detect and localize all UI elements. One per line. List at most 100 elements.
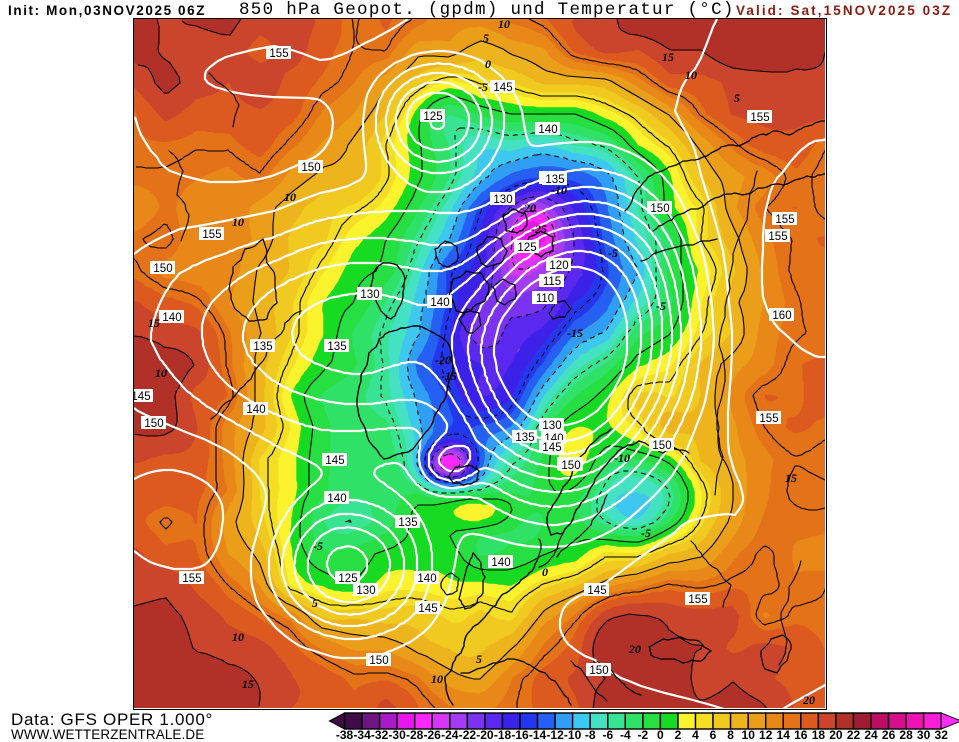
svg-text:-4: -4 bbox=[620, 728, 631, 741]
svg-text:10: 10 bbox=[284, 190, 296, 204]
svg-text:135: 135 bbox=[327, 341, 346, 353]
svg-text:-22: -22 bbox=[459, 728, 477, 741]
svg-text:155: 155 bbox=[182, 573, 201, 585]
svg-text:130: 130 bbox=[493, 194, 512, 206]
svg-text:22: 22 bbox=[847, 728, 861, 741]
svg-text:-20: -20 bbox=[520, 201, 536, 215]
svg-text:150: 150 bbox=[144, 418, 163, 430]
svg-text:150: 150 bbox=[153, 263, 172, 275]
svg-text:-5: -5 bbox=[656, 299, 666, 313]
svg-text:-20: -20 bbox=[476, 728, 494, 741]
svg-text:-30: -30 bbox=[388, 728, 406, 741]
svg-text:10: 10 bbox=[685, 68, 697, 82]
svg-text:125: 125 bbox=[517, 242, 536, 254]
svg-text:140: 140 bbox=[430, 297, 449, 309]
svg-text:155: 155 bbox=[775, 214, 794, 226]
svg-text:-5: -5 bbox=[608, 246, 618, 260]
svg-text:145: 145 bbox=[418, 603, 437, 615]
svg-text:-12: -12 bbox=[546, 728, 564, 741]
svg-text:10: 10 bbox=[232, 215, 244, 229]
svg-text:-18: -18 bbox=[494, 728, 512, 741]
svg-text:135: 135 bbox=[545, 174, 564, 186]
svg-text:26: 26 bbox=[882, 728, 896, 741]
svg-text:10: 10 bbox=[232, 630, 244, 644]
svg-text:4: 4 bbox=[692, 728, 699, 741]
svg-text:16: 16 bbox=[794, 728, 808, 741]
svg-text:125: 125 bbox=[423, 111, 442, 123]
svg-text:-5: -5 bbox=[478, 80, 488, 94]
svg-text:-15: -15 bbox=[441, 369, 457, 383]
svg-text:5: 5 bbox=[734, 91, 740, 105]
svg-text:150: 150 bbox=[652, 440, 671, 452]
svg-text:-5: -5 bbox=[313, 539, 323, 553]
svg-text:130: 130 bbox=[542, 420, 561, 432]
svg-text:155: 155 bbox=[768, 231, 787, 243]
svg-text:32: 32 bbox=[935, 728, 949, 741]
svg-text:-10: -10 bbox=[564, 728, 582, 741]
svg-text:18: 18 bbox=[812, 728, 826, 741]
svg-text:140: 140 bbox=[417, 573, 436, 585]
svg-text:20: 20 bbox=[829, 728, 843, 741]
svg-text:0: 0 bbox=[485, 57, 491, 71]
svg-text:130: 130 bbox=[360, 289, 379, 301]
svg-text:10: 10 bbox=[742, 728, 756, 741]
svg-text:15: 15 bbox=[785, 471, 797, 485]
svg-text:-26: -26 bbox=[424, 728, 442, 741]
svg-text:0: 0 bbox=[542, 565, 548, 579]
svg-text:150: 150 bbox=[561, 460, 580, 472]
svg-text:28: 28 bbox=[899, 728, 913, 741]
svg-text:110: 110 bbox=[536, 293, 554, 305]
svg-text:-28: -28 bbox=[406, 728, 424, 741]
svg-text:140: 140 bbox=[327, 493, 346, 505]
svg-text:15: 15 bbox=[242, 677, 254, 691]
svg-text:-25: -25 bbox=[531, 222, 547, 236]
svg-text:-6: -6 bbox=[602, 728, 613, 741]
svg-text:125: 125 bbox=[338, 573, 357, 585]
svg-text:12: 12 bbox=[759, 728, 773, 741]
svg-text:6: 6 bbox=[710, 728, 717, 741]
svg-text:-10: -10 bbox=[551, 183, 567, 197]
svg-text:140: 140 bbox=[538, 124, 557, 136]
svg-text:5: 5 bbox=[483, 31, 489, 45]
svg-text:10: 10 bbox=[155, 366, 167, 380]
svg-text:145: 145 bbox=[134, 391, 151, 403]
svg-text:-10: -10 bbox=[614, 451, 630, 465]
svg-text:-32: -32 bbox=[371, 728, 389, 741]
svg-text:135: 135 bbox=[515, 432, 534, 444]
svg-text:135: 135 bbox=[253, 341, 272, 353]
svg-text:20: 20 bbox=[628, 642, 641, 656]
svg-text:20: 20 bbox=[802, 693, 815, 707]
svg-text:140: 140 bbox=[491, 557, 510, 569]
svg-text:155: 155 bbox=[750, 112, 769, 124]
svg-text:-24: -24 bbox=[441, 728, 459, 741]
svg-text:15: 15 bbox=[148, 316, 160, 330]
svg-text:10: 10 bbox=[431, 672, 443, 686]
svg-text:-5: -5 bbox=[641, 526, 651, 540]
svg-text:145: 145 bbox=[325, 455, 344, 467]
svg-text:150: 150 bbox=[650, 203, 669, 215]
svg-text:8: 8 bbox=[727, 728, 734, 741]
svg-text:115: 115 bbox=[543, 276, 561, 288]
svg-text:5: 5 bbox=[312, 596, 318, 610]
svg-text:150: 150 bbox=[369, 655, 388, 667]
svg-text:160: 160 bbox=[772, 310, 791, 322]
svg-text:10: 10 bbox=[498, 19, 510, 31]
svg-text:155: 155 bbox=[688, 594, 707, 606]
svg-text:145: 145 bbox=[587, 585, 606, 597]
svg-text:155: 155 bbox=[202, 229, 221, 241]
svg-text:5: 5 bbox=[476, 652, 482, 666]
svg-text:-34: -34 bbox=[353, 728, 371, 741]
svg-text:-8: -8 bbox=[585, 728, 596, 741]
svg-text:-20: -20 bbox=[435, 353, 451, 367]
svg-text:30: 30 bbox=[917, 728, 931, 741]
svg-text:-16: -16 bbox=[511, 728, 529, 741]
svg-text:14: 14 bbox=[777, 728, 791, 741]
svg-text:140: 140 bbox=[162, 312, 181, 324]
svg-text:135: 135 bbox=[398, 517, 417, 529]
svg-text:-14: -14 bbox=[529, 728, 547, 741]
svg-text:-15: -15 bbox=[567, 326, 583, 340]
svg-text:2: 2 bbox=[675, 728, 682, 741]
svg-text:140: 140 bbox=[246, 404, 265, 416]
svg-text:-2: -2 bbox=[638, 728, 649, 741]
svg-text:155: 155 bbox=[759, 413, 778, 425]
